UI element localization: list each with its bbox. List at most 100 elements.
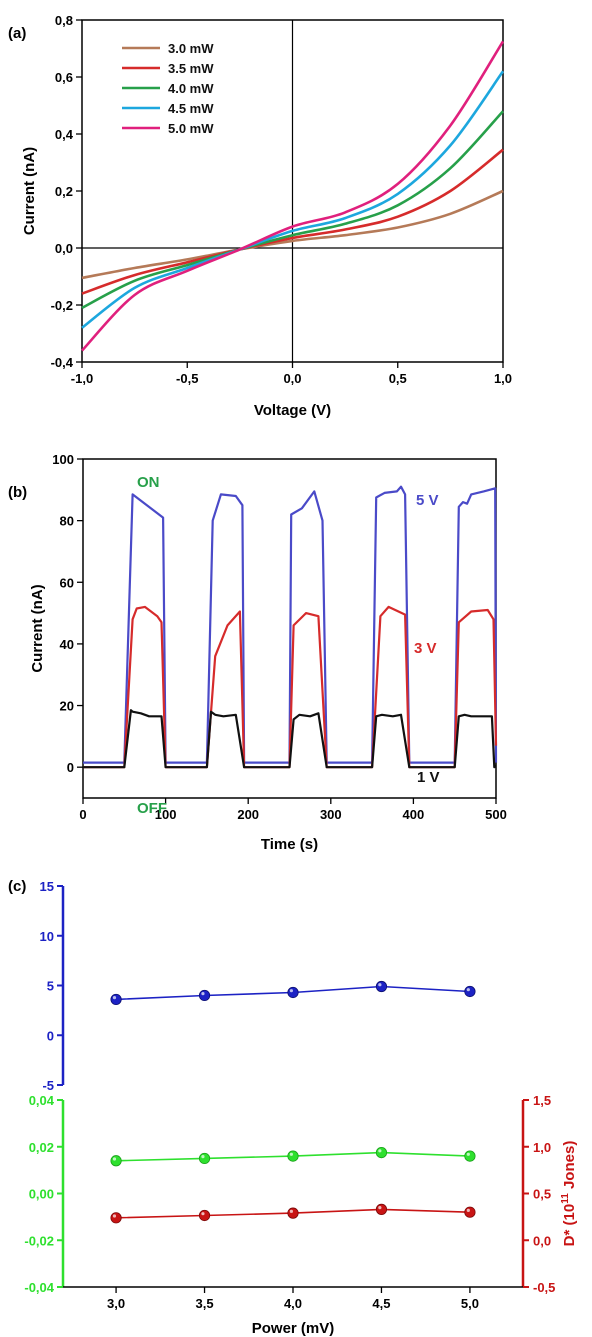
top-series-point xyxy=(464,985,476,998)
series-line-3 xyxy=(83,709,497,769)
bottom-series-point xyxy=(287,1150,299,1162)
point-highlight xyxy=(201,1212,205,1216)
x-tick-label: 0,5 xyxy=(389,371,407,386)
left-y-tick-label: -0,02 xyxy=(24,1233,54,1248)
point-highlight xyxy=(466,988,470,992)
right-y-axis-title-part: D* (10 xyxy=(561,1204,578,1247)
series-line-2 xyxy=(81,148,504,295)
panel-c-power-dependence: (c) -5 0 5 10 15 -0,04 -0,02 0,00 0,02 0,04 -0,5 0,0… xyxy=(8,878,578,1337)
point-highlight xyxy=(378,1149,382,1153)
top-y-tick-label: 15 xyxy=(40,879,54,894)
point-highlight xyxy=(112,1157,117,1161)
point-highlight xyxy=(378,1205,382,1210)
top-y-tick-label: 5 xyxy=(47,979,54,994)
x-tick-label: 200 xyxy=(237,807,259,822)
point-highlight xyxy=(466,1208,470,1212)
legend-label: 3.0 mW xyxy=(168,41,214,56)
right-y-tick-label: 1,0 xyxy=(533,1140,551,1155)
y-axis-title: Current (nA) xyxy=(21,147,38,235)
point-highlight xyxy=(378,983,382,987)
legend-label: 4.0 mW xyxy=(168,81,214,96)
x-tick-label: 400 xyxy=(403,807,425,822)
bottom-series-point xyxy=(110,1155,122,1167)
bottom-series-point xyxy=(110,1212,122,1224)
x-tick-label: 5,0 xyxy=(461,1296,479,1311)
panel-label: (c) xyxy=(8,878,26,895)
right-y-axis-title: D* (1011 Jones) xyxy=(560,1141,578,1247)
series-line-1 xyxy=(81,189,504,280)
legend-label: 5.0 mW xyxy=(168,121,214,136)
right-y-axis-title-part: Jones) xyxy=(561,1141,578,1194)
y-tick-label: -0,2 xyxy=(51,298,73,313)
series-line-4 xyxy=(81,70,505,329)
legend-label: 3.5 mW xyxy=(168,61,214,76)
point-highlight xyxy=(201,992,205,996)
x-tick-label: -1,0 xyxy=(71,371,93,386)
y-tick-label: -0,4 xyxy=(51,355,74,370)
left-y-tick-label: 0,00 xyxy=(29,1187,54,1202)
left-y-tick-label: -0,04 xyxy=(24,1280,54,1295)
annotation-on: ON xyxy=(137,474,160,491)
point-highlight xyxy=(289,1209,293,1213)
x-axis-title: Time (s) xyxy=(261,836,318,853)
point-highlight xyxy=(201,1155,205,1159)
right-y-tick-label: 1,5 xyxy=(533,1093,551,1108)
panel-b-time-response: (b) 0 100 200 300 400 500 0 20 40 60 80 100 Time (s) C… xyxy=(8,452,507,853)
panel-label: (a) xyxy=(8,25,26,42)
y-axis-title: Current (nA) xyxy=(29,584,46,672)
y-tick-label: 40 xyxy=(60,637,74,652)
bottom-series-point xyxy=(375,1203,388,1215)
y-tick-label: 100 xyxy=(52,452,74,467)
top-series-point xyxy=(110,993,122,1006)
panel-label: (b) xyxy=(8,484,27,501)
y-tick-label: 0,8 xyxy=(55,13,73,28)
y-tick-label: 60 xyxy=(60,575,74,590)
legend-label: 4.5 mW xyxy=(168,101,214,116)
right-y-axis-title-superscript: 11 xyxy=(560,1193,571,1204)
series-label: 3 V xyxy=(414,640,437,657)
bottom-series-point xyxy=(198,1152,211,1165)
bottom-series-point xyxy=(464,1150,476,1162)
series-line-1 xyxy=(83,485,498,764)
x-tick-label: 4,5 xyxy=(372,1296,390,1311)
top-y-tick-label: -5 xyxy=(42,1078,54,1093)
y-tick-label: 0 xyxy=(67,760,74,775)
bottom-series-point xyxy=(198,1209,211,1222)
series-label: 5 V xyxy=(416,492,439,509)
top-series-point xyxy=(375,980,388,993)
y-tick-label: 0,6 xyxy=(55,70,73,85)
x-tick-label: 4,0 xyxy=(284,1296,302,1311)
x-tick-label: 500 xyxy=(485,807,507,822)
y-tick-label: 80 xyxy=(60,514,74,529)
bottom-series-point xyxy=(464,1206,476,1218)
y-tick-label: 20 xyxy=(60,699,74,714)
x-tick-label: 100 xyxy=(155,807,177,822)
y-tick-label: 0,0 xyxy=(55,241,73,256)
right-y-tick-label: 0,0 xyxy=(533,1233,551,1248)
x-tick-label: 3,5 xyxy=(195,1296,213,1311)
point-highlight xyxy=(466,1152,470,1156)
x-tick-label: 0 xyxy=(79,807,86,822)
annotation-off: OFF xyxy=(137,800,167,817)
series-line-5 xyxy=(81,40,505,352)
bottom-series-point xyxy=(287,1207,299,1219)
x-axis-title: Voltage (V) xyxy=(254,402,331,419)
x-tick-label: 0,0 xyxy=(283,371,301,386)
left-y-tick-label: 0,02 xyxy=(29,1140,54,1155)
series-label: 1 V xyxy=(417,769,440,786)
y-tick-label: 0,4 xyxy=(55,127,74,142)
panel-a-iv-curves: (a) -1,0 -0,5 0,0 0,5 1,0 -0,4 -0,2 0,0 0,2 0,4 0,6… xyxy=(8,13,512,419)
right-y-tick-label: 0,5 xyxy=(533,1187,551,1202)
x-tick-label: 3,0 xyxy=(107,1296,125,1311)
top-series-point xyxy=(198,989,211,1002)
x-tick-label: -0,5 xyxy=(176,371,198,386)
top-series-point xyxy=(287,986,299,999)
point-highlight xyxy=(289,1152,293,1156)
bottom-series-point xyxy=(375,1146,388,1159)
right-y-tick-label: -0,5 xyxy=(533,1280,555,1295)
series-line-3 xyxy=(81,110,504,310)
series-line-2 xyxy=(83,605,498,769)
left-y-tick-label: 0,04 xyxy=(29,1093,55,1108)
point-highlight xyxy=(289,989,293,993)
